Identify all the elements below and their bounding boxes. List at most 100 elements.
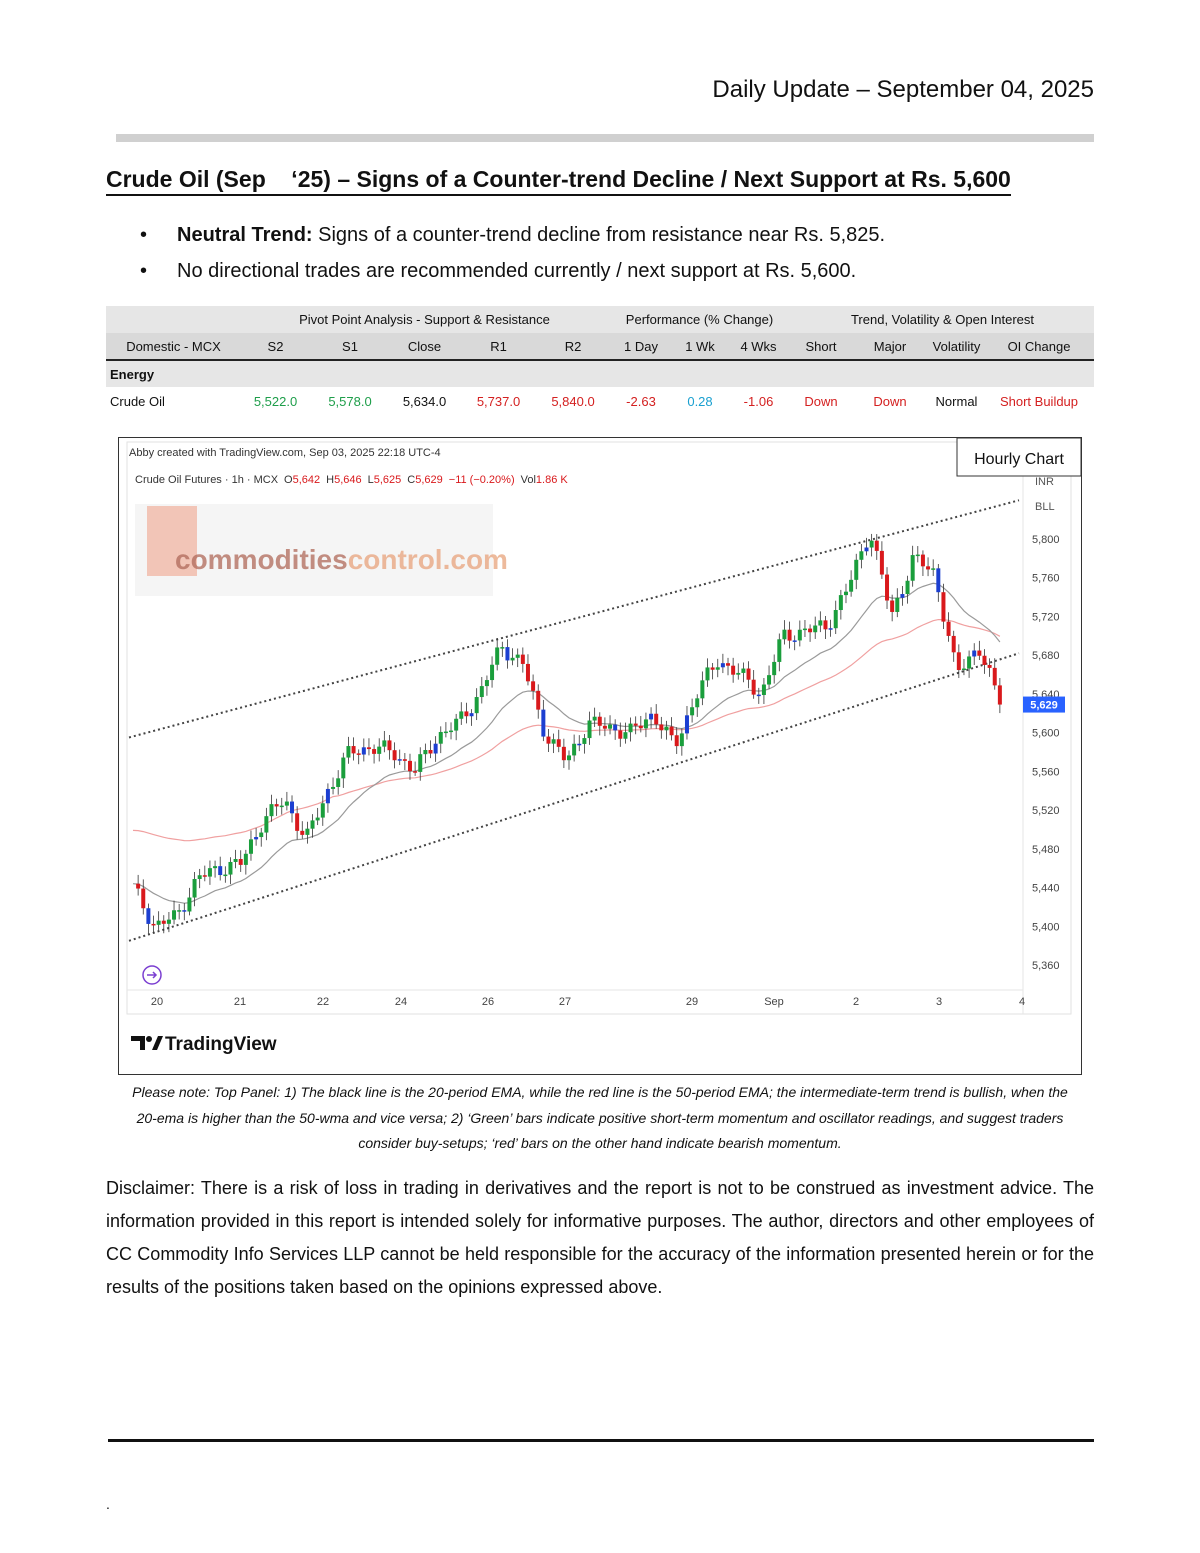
logo-text-part1: commodities <box>175 544 348 575</box>
section-energy: Energy <box>106 360 1094 387</box>
candle-body <box>187 897 192 912</box>
candle-body <box>382 740 387 747</box>
candle-body <box>402 759 407 761</box>
candle-body <box>484 680 489 687</box>
price-axis: 5,8005,7605,7205,6805,6405,6005,5605,520… <box>1023 534 1065 972</box>
candle-body <box>161 920 166 924</box>
candle-body <box>972 650 977 657</box>
candle-body <box>197 875 202 879</box>
candle-body <box>520 654 525 664</box>
candle-body <box>269 804 274 817</box>
candle-body <box>679 733 684 747</box>
candle-body <box>869 540 874 548</box>
candle-body <box>213 866 218 869</box>
candle-body <box>464 711 469 717</box>
candle-body <box>331 786 336 789</box>
candle-body <box>290 801 295 814</box>
table-section-row: Energy <box>106 360 1094 387</box>
candle-body <box>300 830 305 835</box>
hourly-chart-label-box <box>956 438 1081 477</box>
candle-body <box>787 629 792 641</box>
ema20-line <box>132 582 1001 904</box>
cell-r1: 5,737.0 <box>476 393 521 409</box>
candle-body <box>792 640 797 642</box>
legend-close: 5,629 <box>415 474 443 486</box>
time-axis: 20 21 22 24 26 27 29 Sep 2 3 4 <box>151 996 1025 1008</box>
candle-body <box>366 747 371 750</box>
candle-body <box>818 620 823 626</box>
candle-body <box>659 724 664 731</box>
candle-body <box>643 719 648 729</box>
candle-body <box>264 816 269 833</box>
chart-note-line: consider buy-setups; ‘red’ bars on the o… <box>358 1135 842 1151</box>
candle-body <box>833 610 838 629</box>
candle-body <box>192 878 197 898</box>
candle-body <box>556 739 561 747</box>
candle-body <box>223 874 228 877</box>
cell-s1: 5,578.0 <box>328 393 372 409</box>
table-group-row: Pivot Point Analysis - Support & Resista… <box>106 306 1094 333</box>
time-tick-label: 26 <box>482 996 494 1008</box>
candle-body <box>305 828 310 835</box>
price-tick-label: 5,360 <box>1032 960 1060 972</box>
group-pivot: Pivot Point Analysis - Support & Resista… <box>241 306 608 333</box>
candle-body <box>310 820 315 829</box>
candle-body <box>567 755 571 761</box>
price-tick-label: 5,680 <box>1032 650 1060 662</box>
legend-o-label: O <box>284 474 293 486</box>
candle-body <box>931 568 936 570</box>
lower-channel-line <box>128 652 1020 942</box>
group-performance: Performance (% Change) <box>608 306 791 333</box>
candle-body <box>182 910 187 912</box>
candle-body <box>418 754 423 772</box>
logo-mark <box>147 506 197 576</box>
candle-body <box>248 839 253 854</box>
candle-body <box>274 804 279 807</box>
candle-body <box>325 788 330 804</box>
candle-body <box>992 667 997 686</box>
candle-body <box>238 858 243 865</box>
candle-body <box>361 747 366 755</box>
tradingview-logo-mark <box>131 1036 145 1050</box>
cell-close: 5,634.0 <box>402 393 447 409</box>
col-header: Short <box>791 333 851 361</box>
candle-body <box>320 803 325 818</box>
price-tick-label: 5,600 <box>1032 728 1060 740</box>
bullet-trend: Neutral Trend: Signs of a counter-trend … <box>140 222 885 258</box>
candle-body <box>920 554 925 567</box>
footer-divider <box>108 1439 1094 1442</box>
candle-body <box>838 595 843 611</box>
candle-body <box>356 753 361 755</box>
replay-icon[interactable] <box>142 965 162 985</box>
candle-body <box>756 694 761 697</box>
col-header: 4 Wks <box>726 333 791 361</box>
candle-body <box>407 760 412 772</box>
candle-body <box>156 920 161 925</box>
cell-short: Down <box>804 393 838 409</box>
candle-body <box>233 858 238 862</box>
candle-body <box>808 628 813 633</box>
time-tick-label: 22 <box>317 996 329 1008</box>
candle-body <box>890 600 895 612</box>
cell-s2: 5,522.0 <box>253 393 298 409</box>
candle-body <box>546 736 551 744</box>
candle-body <box>946 621 951 636</box>
ema50-line <box>132 618 1001 842</box>
price-tick-label: 5,800 <box>1032 534 1060 546</box>
candle-body <box>961 668 966 671</box>
col-header: 1 Day <box>608 333 674 361</box>
candle-body <box>459 711 464 719</box>
metrics-table: Pivot Point Analysis - Support & Resista… <box>106 306 1094 415</box>
candle-body <box>428 750 433 754</box>
time-tick-label: 4 <box>1019 996 1025 1008</box>
candle-body <box>900 594 905 598</box>
candle-body <box>141 888 146 909</box>
col-header: Close <box>390 333 459 361</box>
candle-body <box>397 759 402 761</box>
legend-volume: 1.86 K <box>536 474 568 486</box>
candle-body <box>433 743 438 754</box>
candle-body <box>854 559 859 580</box>
col-header: R2 <box>538 333 608 361</box>
upper-channel-line <box>128 499 1020 739</box>
candle-body <box>690 707 695 716</box>
